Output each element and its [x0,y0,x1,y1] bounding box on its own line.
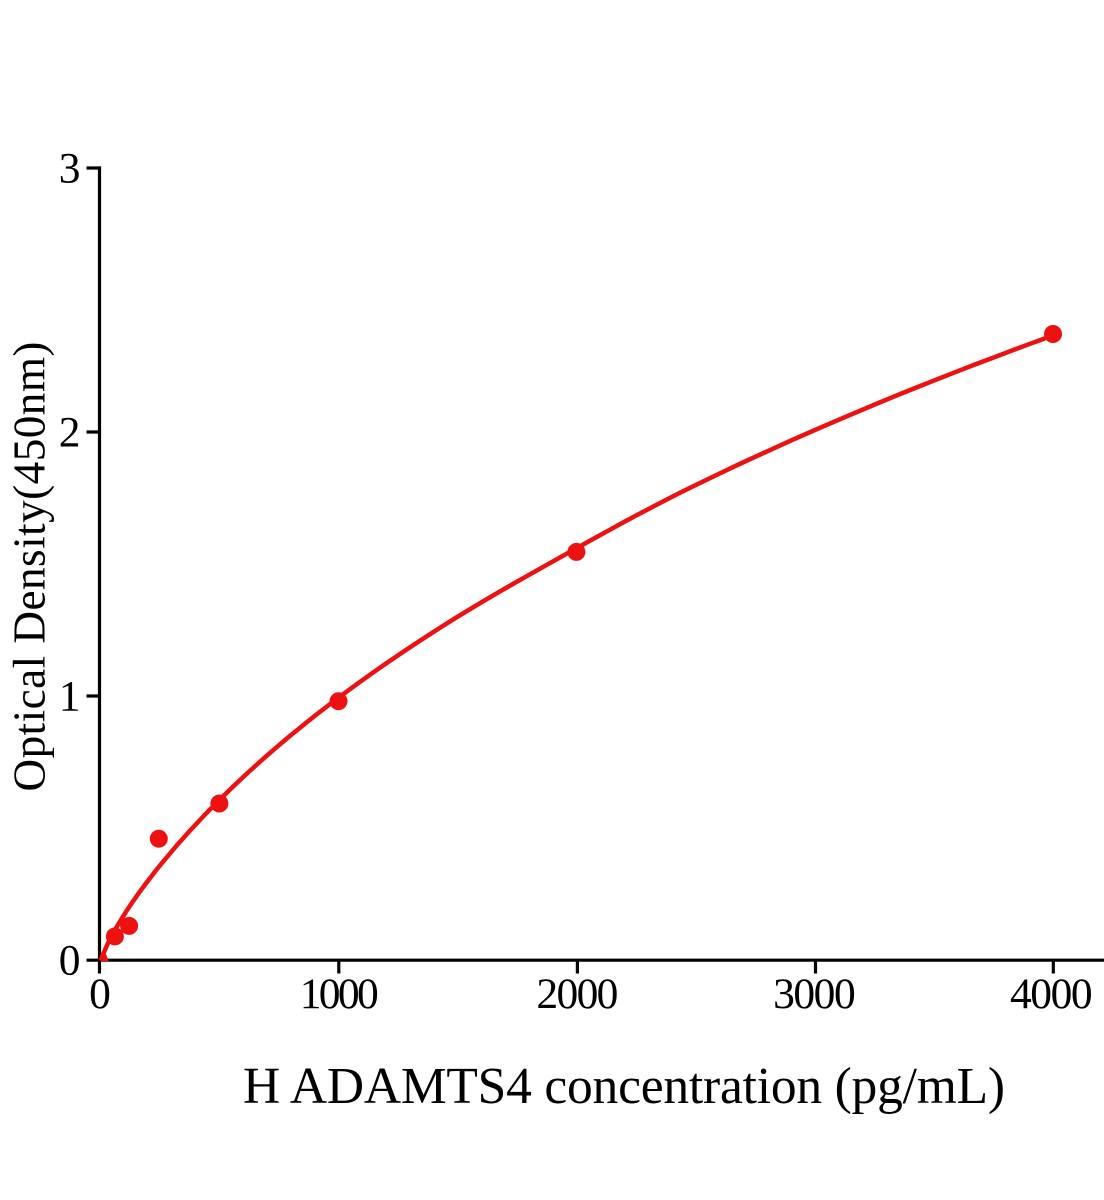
svg-text:1: 1 [59,672,81,720]
svg-text:3000: 3000 [773,970,856,1018]
svg-text:4000: 4000 [1010,970,1093,1018]
svg-text:0: 0 [59,936,81,984]
svg-text:2: 2 [59,408,81,456]
svg-text:1000: 1000 [300,970,379,1018]
svg-text:Optical Density(450nm): Optical Density(450nm) [5,342,55,792]
svg-text:2000: 2000 [536,970,618,1018]
svg-text:0: 0 [89,970,111,1018]
svg-text:H ADAMTS4 concentration (pg/mL: H ADAMTS4 concentration (pg/mL) [243,1058,1005,1115]
svg-text:3: 3 [59,144,81,192]
